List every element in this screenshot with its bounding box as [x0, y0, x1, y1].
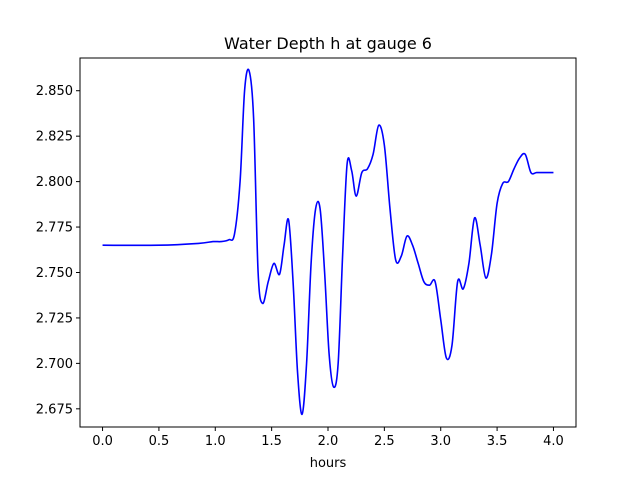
series-line-0	[102, 68, 554, 416]
x-tick-label: 0.5	[149, 434, 170, 449]
x-tick-label: 0.0	[92, 434, 113, 449]
x-tick-label: 1.5	[261, 434, 282, 449]
y-tick-label: 2.775	[36, 221, 73, 236]
x-tick-label: 1.0	[205, 434, 226, 449]
series-layer	[102, 68, 554, 416]
x-tick-label: 3.0	[430, 434, 451, 449]
y-tick-label: 2.850	[36, 84, 73, 99]
y-tick-label: 2.675	[36, 402, 73, 417]
x-tick-label: 2.5	[374, 434, 395, 449]
x-axis-label: hours	[310, 456, 347, 471]
x-tick-label: 3.5	[487, 434, 508, 449]
y-axis: 2.675 2.700 2.725 2.750 2.775 2.800 2.825 2.850	[36, 84, 80, 417]
x-tick-label: 2.0	[318, 434, 339, 449]
y-tick-label: 2.800	[36, 175, 73, 190]
x-axis: 0.0 0.5 1.0 1.5 2.0 2.5 3.0 3.5 4.0	[92, 427, 564, 449]
chart-title: Water Depth h at gauge 6	[224, 34, 432, 53]
plot-frame	[79, 57, 577, 428]
y-tick-label: 2.750	[36, 266, 73, 281]
x-tick-label: 4.0	[543, 434, 564, 449]
y-tick-label: 2.700	[36, 357, 73, 372]
y-tick-label: 2.825	[36, 130, 73, 145]
y-tick-label: 2.725	[36, 311, 73, 326]
